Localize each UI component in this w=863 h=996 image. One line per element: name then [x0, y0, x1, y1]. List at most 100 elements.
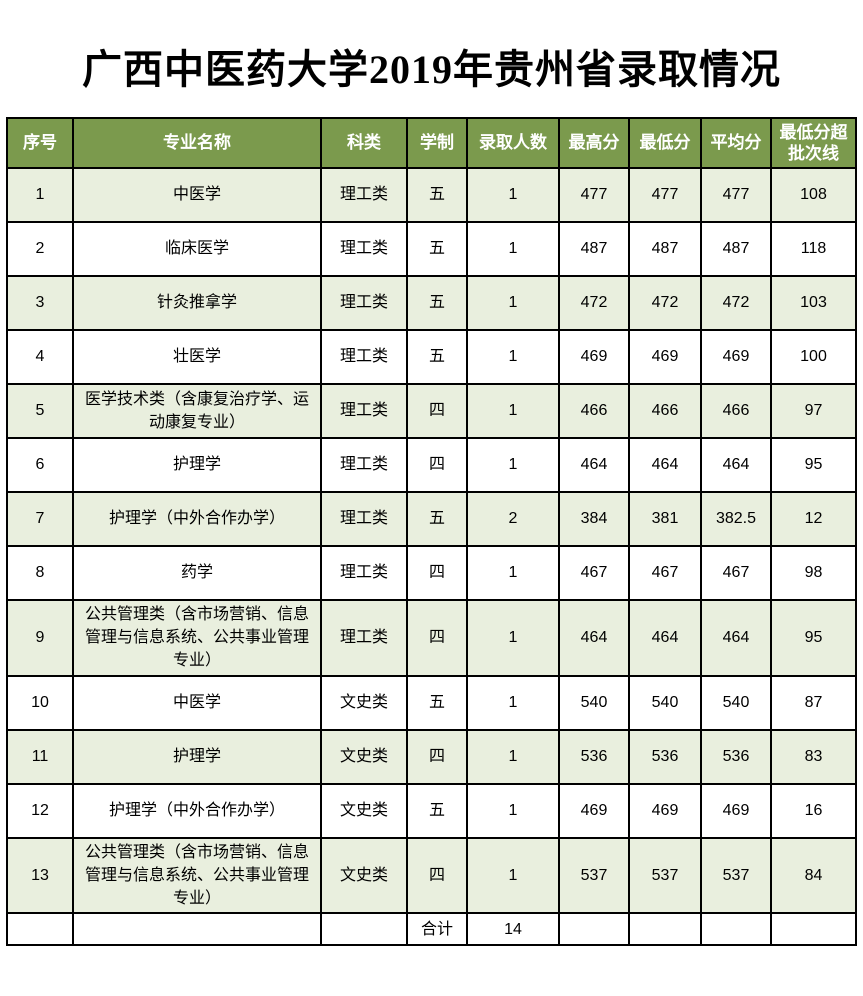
- table-row: 8 药学 理工类 四 1 467 467 467 98: [6, 545, 857, 601]
- cell-index: 5: [6, 383, 74, 439]
- cell-category: 理工类: [320, 221, 408, 277]
- cell-major: 公共管理类（含市场营销、信息管理与信息系统、公共事业管理专业）: [72, 836, 322, 915]
- cell-avg-score: 536: [700, 728, 772, 785]
- cell-over-line: 103: [770, 275, 857, 331]
- cell-index: 11: [6, 728, 74, 785]
- cell-duration: 四: [406, 383, 468, 439]
- total-row: 合计 14: [6, 912, 857, 947]
- cell-category: 理工类: [320, 329, 408, 385]
- col-header-avg-score: 平均分: [700, 117, 772, 169]
- cell-over-line: 118: [770, 221, 857, 277]
- cell-avg-score: 477: [700, 167, 772, 223]
- total-label: 合计: [406, 912, 468, 947]
- table-row: 11 护理学 文史类 四 1 536 536 536 83: [6, 728, 857, 785]
- cell-duration: 五: [406, 221, 468, 277]
- cell-min-score: 381: [628, 491, 702, 547]
- cell-admitted: 1: [466, 782, 560, 839]
- total-count: 14: [466, 912, 560, 947]
- cell-admitted: 1: [466, 437, 560, 493]
- col-header-category: 科类: [320, 117, 408, 169]
- table-row: 5 医学技术类（含康复治疗学、运动康复专业） 理工类 四 1 466 466 4…: [6, 383, 857, 439]
- cell-avg-score: [700, 912, 772, 947]
- cell-index: 4: [6, 329, 74, 385]
- cell-index: 1: [6, 167, 74, 223]
- cell-major: 壮医学: [72, 329, 322, 385]
- cell-admitted: 1: [466, 836, 560, 915]
- col-header-over-line: 最低分超批次线: [770, 117, 857, 169]
- cell-index: 7: [6, 491, 74, 547]
- cell-admitted: 1: [466, 728, 560, 785]
- cell-over-line: 16: [770, 782, 857, 839]
- cell-major: [72, 912, 322, 947]
- page-title: 广西中医药大学2019年贵州省录取情况: [82, 47, 781, 92]
- cell-min-score: 536: [628, 728, 702, 785]
- cell-over-line: 95: [770, 437, 857, 493]
- cell-category: 文史类: [320, 782, 408, 839]
- table-row: 10 中医学 文史类 五 1 540 540 540 87: [6, 674, 857, 731]
- cell-index: 3: [6, 275, 74, 331]
- table-row: 1 中医学 理工类 五 1 477 477 477 108: [6, 167, 857, 223]
- cell-min-score: 467: [628, 545, 702, 601]
- cell-over-line: 95: [770, 599, 857, 677]
- cell-category: 理工类: [320, 491, 408, 547]
- cell-max-score: 384: [558, 491, 630, 547]
- cell-category: 文史类: [320, 728, 408, 785]
- cell-min-score: 472: [628, 275, 702, 331]
- cell-max-score: 487: [558, 221, 630, 277]
- cell-max-score: 464: [558, 599, 630, 677]
- cell-category: 文史类: [320, 674, 408, 731]
- cell-admitted: 1: [466, 674, 560, 731]
- cell-min-score: [628, 912, 702, 947]
- cell-major: 中医学: [72, 167, 322, 223]
- cell-duration: 四: [406, 599, 468, 677]
- cell-over-line: 98: [770, 545, 857, 601]
- cell-avg-score: 466: [700, 383, 772, 439]
- cell-max-score: 537: [558, 836, 630, 915]
- cell-avg-score: 469: [700, 329, 772, 385]
- cell-avg-score: 469: [700, 782, 772, 839]
- cell-major: 临床医学: [72, 221, 322, 277]
- cell-min-score: 464: [628, 437, 702, 493]
- cell-max-score: 469: [558, 782, 630, 839]
- col-header-admitted: 录取人数: [466, 117, 560, 169]
- cell-over-line: 97: [770, 383, 857, 439]
- table-row: 4 壮医学 理工类 五 1 469 469 469 100: [6, 329, 857, 385]
- cell-admitted: 1: [466, 275, 560, 331]
- cell-admitted: 1: [466, 545, 560, 601]
- cell-category: [320, 912, 408, 947]
- cell-major: 公共管理类（含市场营销、信息管理与信息系统、公共事业管理专业）: [72, 599, 322, 677]
- cell-duration: 四: [406, 437, 468, 493]
- cell-min-score: 540: [628, 674, 702, 731]
- cell-category: 理工类: [320, 167, 408, 223]
- cell-max-score: 464: [558, 437, 630, 493]
- cell-major: 护理学: [72, 728, 322, 785]
- cell-category: 理工类: [320, 437, 408, 493]
- cell-max-score: 536: [558, 728, 630, 785]
- cell-over-line: [770, 912, 857, 947]
- cell-category: 理工类: [320, 275, 408, 331]
- col-header-min-score: 最低分: [628, 117, 702, 169]
- cell-admitted: 1: [466, 383, 560, 439]
- cell-max-score: [558, 912, 630, 947]
- cell-over-line: 83: [770, 728, 857, 785]
- cell-min-score: 464: [628, 599, 702, 677]
- cell-index: 6: [6, 437, 74, 493]
- col-header-major: 专业名称: [72, 117, 322, 169]
- col-header-max-score: 最高分: [558, 117, 630, 169]
- cell-avg-score: 464: [700, 599, 772, 677]
- cell-index: 8: [6, 545, 74, 601]
- cell-avg-score: 472: [700, 275, 772, 331]
- cell-duration: 五: [406, 782, 468, 839]
- cell-avg-score: 467: [700, 545, 772, 601]
- header-row: 序号 专业名称 科类 学制 录取人数 最高分 最低分 平均分 最低分超批次线: [6, 117, 857, 169]
- cell-over-line: 100: [770, 329, 857, 385]
- cell-category: 理工类: [320, 545, 408, 601]
- cell-over-line: 108: [770, 167, 857, 223]
- cell-avg-score: 464: [700, 437, 772, 493]
- cell-index: 2: [6, 221, 74, 277]
- cell-major: 医学技术类（含康复治疗学、运动康复专业）: [72, 383, 322, 439]
- cell-admitted: 2: [466, 491, 560, 547]
- table-row: 7 护理学（中外合作办学） 理工类 五 2 384 381 382.5 12: [6, 491, 857, 547]
- cell-max-score: 469: [558, 329, 630, 385]
- cell-major: 护理学（中外合作办学）: [72, 782, 322, 839]
